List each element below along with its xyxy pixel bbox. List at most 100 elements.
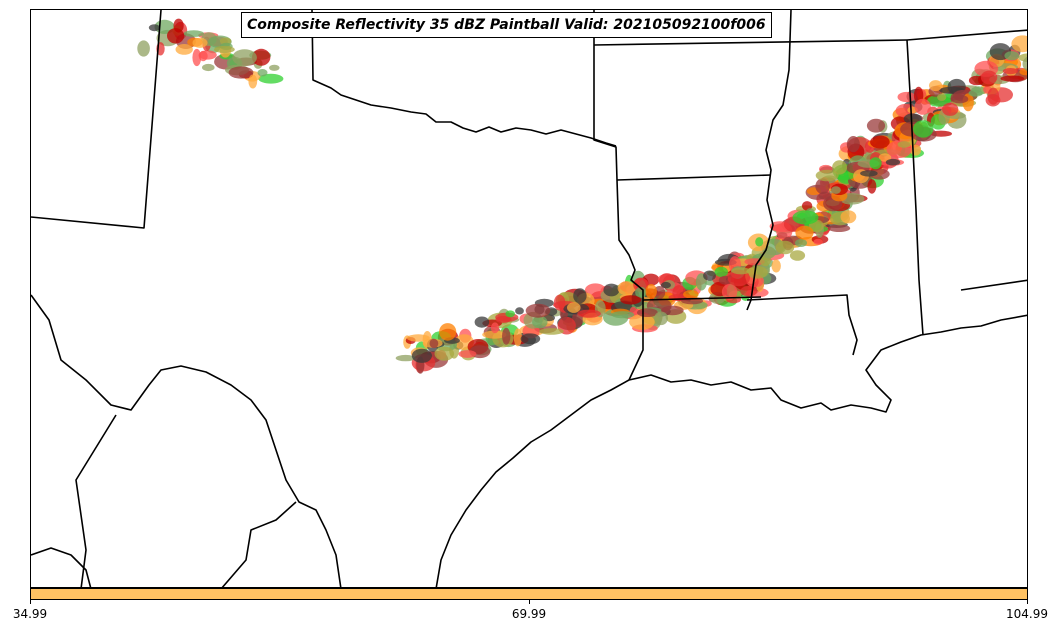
storm-blob bbox=[183, 30, 204, 37]
storm-blob bbox=[637, 308, 658, 317]
border-mx-states-2 bbox=[221, 501, 297, 587]
colorbar-tick-max bbox=[1027, 600, 1028, 604]
storm-blob bbox=[202, 63, 215, 72]
border-ok-ar bbox=[593, 10, 644, 381]
colorbar-label-min: 34.99 bbox=[12, 607, 48, 621]
border-al-ga bbox=[906, 29, 1027, 41]
border-ms-al bbox=[906, 39, 924, 336]
storm-blob bbox=[257, 69, 268, 77]
storm-blob bbox=[629, 314, 655, 330]
map-title: Composite Reflectivity 35 dBZ Paintball … bbox=[241, 12, 772, 38]
storm-blob bbox=[502, 327, 511, 345]
storm-blob bbox=[878, 153, 892, 162]
storm-blob bbox=[406, 334, 430, 342]
storm-blob bbox=[914, 98, 931, 115]
storm-blob bbox=[827, 224, 851, 232]
storm-blob bbox=[746, 266, 768, 279]
storm-blob bbox=[815, 178, 830, 194]
storm-blob bbox=[1019, 68, 1027, 76]
storm-blob bbox=[198, 50, 208, 62]
storm-blob bbox=[866, 118, 886, 133]
border-ar-la-2 bbox=[642, 296, 762, 301]
map-canvas bbox=[31, 10, 1027, 587]
storm-blob bbox=[661, 305, 684, 316]
reflectivity-paintball-layer bbox=[137, 18, 1027, 374]
storm-blob bbox=[775, 240, 795, 255]
storm-blob bbox=[439, 323, 457, 341]
storm-blob bbox=[1000, 75, 1025, 82]
storm-blob bbox=[1004, 51, 1020, 61]
border-rio-grande bbox=[31, 294, 342, 587]
storm-blob bbox=[950, 94, 969, 104]
storm-blob bbox=[495, 316, 511, 323]
storm-blob bbox=[553, 294, 566, 311]
storm-blob bbox=[937, 93, 947, 101]
storm-blob bbox=[252, 48, 271, 66]
storm-blob bbox=[458, 350, 477, 358]
storm-blob bbox=[175, 44, 193, 55]
storm-blob bbox=[840, 210, 857, 224]
storm-blob bbox=[903, 113, 922, 124]
storm-blob bbox=[755, 237, 764, 247]
storm-blob bbox=[192, 48, 202, 67]
storm-blob bbox=[635, 286, 647, 298]
storm-blob bbox=[395, 354, 416, 362]
storm-blob bbox=[672, 285, 686, 301]
border-tx-ok bbox=[311, 10, 617, 147]
map-panel bbox=[30, 9, 1028, 588]
storm-blob bbox=[795, 239, 807, 247]
storm-blob bbox=[860, 170, 878, 177]
colorbar-label-mid: 69.99 bbox=[511, 607, 547, 621]
storm-blob bbox=[505, 310, 515, 318]
storm-blob bbox=[148, 24, 160, 32]
storm-blob bbox=[532, 315, 548, 329]
state-borders bbox=[31, 10, 1027, 587]
storm-blob bbox=[1022, 56, 1027, 72]
storm-blob bbox=[897, 91, 916, 103]
storm-blob bbox=[232, 49, 257, 66]
storm-blob bbox=[832, 160, 848, 175]
texas-coast bbox=[435, 379, 630, 587]
border-mx-states bbox=[75, 414, 117, 587]
storm-blob bbox=[885, 158, 901, 166]
storm-blob bbox=[567, 302, 581, 313]
storm-blob bbox=[942, 102, 959, 116]
storm-blob bbox=[515, 307, 524, 315]
storm-blob bbox=[269, 64, 280, 71]
colorbar-label-max: 104.99 bbox=[1006, 607, 1048, 621]
storm-blob bbox=[815, 169, 839, 182]
storm-blob bbox=[248, 74, 258, 89]
storm-blob bbox=[660, 281, 671, 289]
storm-blob bbox=[474, 316, 490, 328]
storm-blob bbox=[258, 73, 284, 84]
storm-blob bbox=[792, 210, 819, 225]
storm-blob bbox=[789, 250, 806, 261]
storm-blob bbox=[411, 348, 432, 363]
storm-blob bbox=[731, 267, 751, 275]
gulf-coast bbox=[628, 314, 1027, 413]
storm-blob bbox=[573, 288, 587, 304]
colorbar-tick-min bbox=[30, 600, 31, 604]
storm-blob bbox=[513, 328, 522, 347]
border-nm-co bbox=[31, 10, 162, 229]
storm-blob bbox=[830, 186, 841, 194]
storm-blob bbox=[980, 70, 998, 85]
border-al-fl bbox=[960, 279, 1027, 291]
storm-blob bbox=[721, 284, 738, 300]
storm-blob bbox=[228, 66, 254, 79]
storm-blob bbox=[219, 37, 232, 45]
storm-blob bbox=[611, 311, 635, 319]
storm-blob bbox=[987, 87, 1000, 105]
storm-blob bbox=[683, 290, 699, 299]
storm-blob bbox=[867, 179, 877, 194]
storm-blob bbox=[714, 266, 728, 277]
border-la-ms bbox=[746, 294, 858, 356]
storm-blob bbox=[740, 286, 758, 297]
storm-blob bbox=[654, 311, 668, 326]
border-ms-river bbox=[746, 10, 792, 311]
storm-blob bbox=[539, 328, 564, 335]
storm-blob bbox=[434, 346, 455, 361]
storm-blob bbox=[813, 238, 823, 245]
storm-blob bbox=[1002, 68, 1019, 75]
storm-blob bbox=[520, 333, 541, 345]
